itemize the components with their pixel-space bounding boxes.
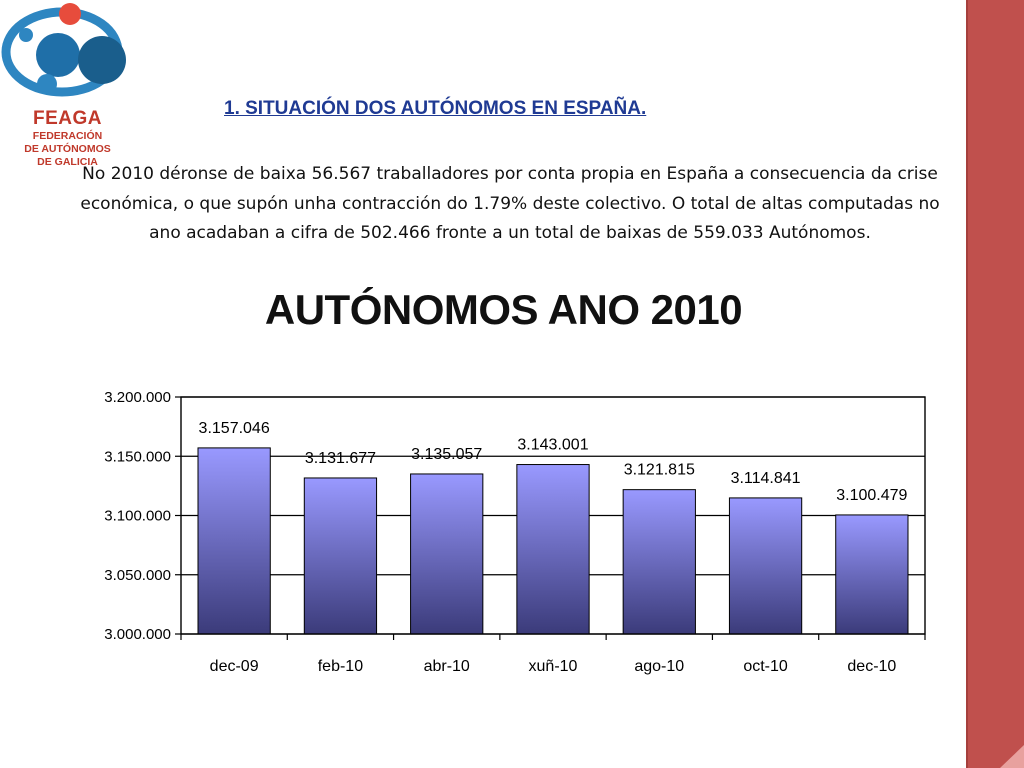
logo-subtitle-line: DE GALICIA (37, 156, 98, 168)
page-curl-icon (1000, 745, 1024, 768)
chart-title: AUTÓNOMOS ANO 2010 (264, 286, 743, 333)
bar-value-label: 3.157.046 (199, 420, 270, 437)
feaga-logo: FEAGA FEDERACIÓN DE AUTÓNOMOS DE GALICIA (0, 0, 135, 180)
bar (410, 473, 484, 635)
side-decoration-band (966, 0, 1024, 768)
bar-chart: 3.157.046 3.131.677 3.135.057 3.143.001 3.12… (104, 389, 926, 675)
x-category-label: feb-10 (318, 658, 363, 675)
bar-value-label: 3.143.001 (517, 437, 588, 454)
y-tick-label: 3.000.000 (104, 626, 171, 643)
bar-value-label: 3.131.677 (305, 450, 376, 467)
body-paragraph: No 2010 déronse de baixa 56.567 traballa… (80, 164, 940, 243)
x-category-label: dec-10 (847, 658, 896, 675)
x-category-label: dec-09 (210, 658, 259, 675)
y-tick-label: 3.200.000 (104, 389, 171, 406)
y-tick-label: 3.050.000 (104, 567, 171, 584)
section-title: 1. SITUACIÓN DOS AUTÓNOMOS EN ESPAÑA. (224, 98, 647, 119)
bar (835, 514, 909, 635)
y-tick-label: 3.150.000 (104, 448, 171, 465)
logo-subtitle-line: DE AUTÓNOMOS (24, 143, 111, 155)
x-category-label: ago-10 (634, 658, 684, 675)
bar-value-label: 3.114.841 (731, 470, 801, 487)
x-category-label: abr-10 (424, 658, 470, 675)
bar (728, 497, 803, 635)
logo-emblem-icon (1, 3, 126, 97)
x-category-label: oct-10 (743, 658, 788, 675)
bar (516, 464, 590, 635)
bar-value-label: 3.121.815 (624, 462, 695, 479)
y-tick-label: 3.100.000 (104, 508, 171, 525)
bar-value-label: 3.100.479 (836, 487, 907, 504)
bar (622, 489, 696, 635)
logo-subtitle: FEDERACIÓN DE AUTÓNOMOS DE GALICIA (0, 130, 135, 169)
bar (303, 477, 378, 635)
logo-name: FEAGA (33, 108, 102, 129)
x-category-label: xuñ-10 (529, 658, 578, 675)
bar (197, 447, 271, 635)
bar-value-label: 3.135.057 (411, 446, 482, 463)
logo-subtitle-line: FEDERACIÓN (32, 130, 103, 142)
plot-frame (180, 396, 926, 635)
